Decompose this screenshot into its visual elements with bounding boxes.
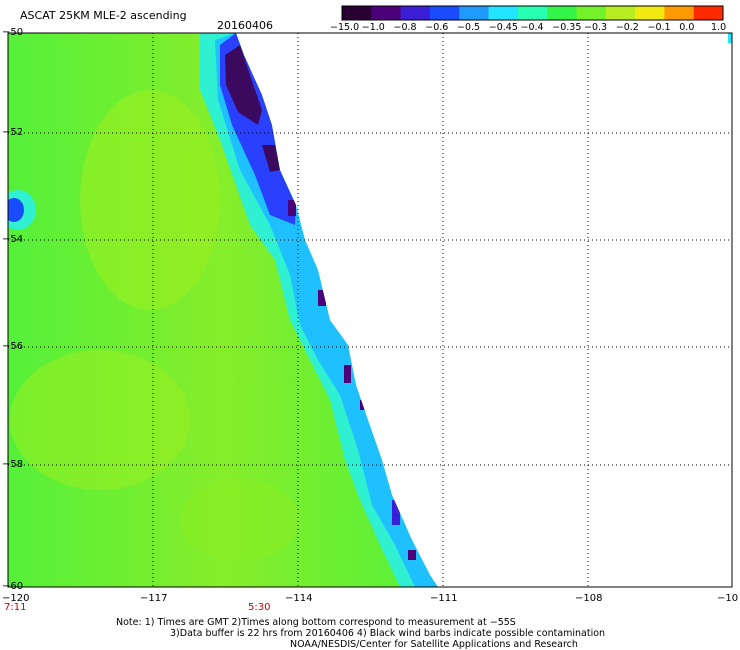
x-tick-label: −114	[285, 593, 313, 604]
colorbar-segment	[429, 6, 460, 20]
colorbar-label: −0.5	[457, 22, 481, 33]
y-tick-label: −60	[2, 581, 24, 592]
colorbar-segment	[635, 6, 665, 20]
map-frame	[7, 32, 733, 588]
colorbar-segment	[605, 6, 636, 20]
x-tick-label: −108	[575, 593, 603, 604]
x-tick-label: −111	[430, 593, 458, 604]
colorbar-segment	[547, 6, 577, 20]
colorbar-label: −0.8	[393, 22, 417, 33]
swath-field	[8, 33, 438, 587]
colorbar	[341, 5, 724, 21]
y-tick-label: −52	[2, 127, 24, 138]
colorbar-segment	[459, 6, 490, 20]
colorbar-label: −0.4	[520, 22, 544, 33]
footer-note-line2: 3)Data buffer is 22 hrs from 20160406 4)…	[170, 628, 606, 639]
x-tick-label: −120	[2, 593, 30, 604]
colorbar-segment	[693, 6, 724, 20]
time-label: 7:11	[4, 602, 27, 613]
colorbar-label: −0.3	[584, 22, 608, 33]
colorbar-label: −0.2	[615, 22, 639, 33]
colorbar-label: −1.0	[361, 22, 385, 33]
y-tick-label: −54	[2, 234, 24, 245]
colorbar-segment	[371, 6, 402, 20]
colorbar-label: 1.0	[711, 22, 727, 33]
colorbar-label: −0.6	[425, 22, 449, 33]
colorbar-segment	[342, 6, 372, 20]
colorbar-label: −15.0	[330, 22, 360, 33]
colorbar-segment	[576, 6, 607, 20]
colorbar-label: −0.45	[488, 22, 518, 33]
colorbar-label: 0.0	[679, 22, 695, 33]
time-label: 5:30	[248, 602, 271, 613]
graticule	[8, 33, 732, 587]
footer-note-line1: Note: 1) Times are GMT 2)Times along bot…	[116, 617, 516, 628]
colorbar-segment	[488, 6, 519, 20]
colorbar-segment	[400, 6, 431, 20]
x-tick-label: −117	[140, 593, 168, 604]
y-tick-label: −56	[2, 341, 24, 352]
colorbar-label: −0.35	[552, 22, 582, 33]
y-tick-label: −50	[2, 27, 24, 38]
chart-title: ASCAT 25KM MLE-2 ascending	[20, 9, 187, 22]
chart-date: 20160406	[217, 19, 273, 32]
footer-credit: NOAA/NESDIS/Center for Satellite Applica…	[290, 639, 578, 650]
colorbar-segment	[517, 6, 548, 20]
y-tick-label: −58	[2, 459, 24, 470]
colorbar-label: −0.1	[647, 22, 671, 33]
colorbar-segment	[664, 6, 695, 20]
x-tick-label: −10	[717, 593, 739, 604]
